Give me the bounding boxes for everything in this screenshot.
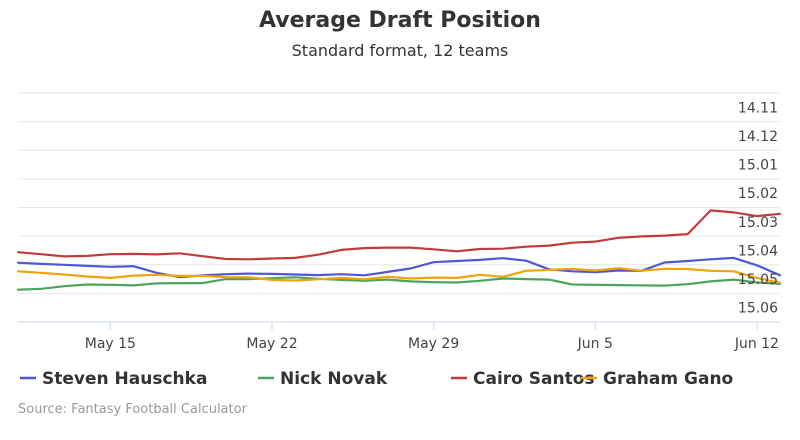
series-lines	[16, 209, 782, 291]
y-tick-label: 15.02	[738, 186, 778, 202]
legend-label: Graham Gano	[603, 369, 733, 389]
x-tick-label: Jun 5	[577, 336, 613, 352]
x-tick-label: May 22	[246, 336, 297, 352]
y-tick-label: 15.06	[738, 301, 778, 317]
y-tick-label: 15.03	[738, 215, 778, 231]
series-line-graham-gano[interactable]	[16, 267, 782, 284]
source-credit[interactable]: Source: Fantasy Football Calculator	[18, 402, 247, 417]
x-tick-label: Jun 12	[734, 336, 779, 352]
y-tick-label: 15.04	[738, 243, 778, 259]
legend-label: Cairo Santos	[473, 369, 595, 389]
legend: Steven Hauschka Nick Novak Cairo Santos Gra…	[20, 369, 733, 389]
y-tick-label: 15.01	[738, 158, 778, 174]
chart-subtitle: Standard format, 12 teams	[291, 41, 509, 60]
gridlines	[18, 92, 780, 323]
legend-item[interactable]: Cairo Santos	[451, 369, 595, 389]
series-line-steven-hauschka[interactable]	[16, 256, 782, 279]
legend-label: Nick Novak	[280, 369, 388, 389]
series-line-cairo-santos[interactable]	[16, 209, 782, 261]
chart-title: Average Draft Position	[259, 8, 541, 33]
y-tick-label: 15.05	[738, 272, 778, 288]
y-tick-label: 14.12	[738, 129, 778, 145]
series-line-nick-novak[interactable]	[16, 276, 782, 291]
y-tick-label: 14.11	[738, 100, 778, 116]
x-axis: May 15 May 22 May 29 Jun 5 Jun 12	[18, 321, 780, 352]
x-tick-label: May 29	[408, 336, 459, 352]
legend-item[interactable]: Graham Gano	[581, 369, 733, 389]
x-tick-label: May 15	[85, 336, 136, 352]
legend-item[interactable]: Steven Hauschka	[20, 369, 207, 389]
legend-label: Steven Hauschka	[42, 369, 207, 389]
legend-item[interactable]: Nick Novak	[258, 369, 388, 389]
y-axis-tick-labels: 14.11 14.12 15.01 15.02 15.03 15.04 15.05 15.06	[738, 100, 778, 316]
